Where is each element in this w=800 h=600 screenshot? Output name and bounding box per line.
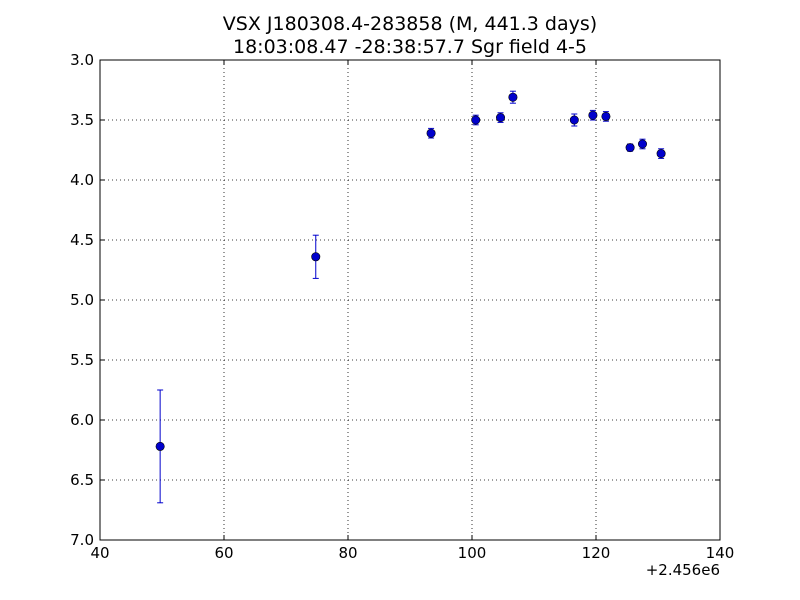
data-point xyxy=(625,143,635,153)
x-tick-label: 120 xyxy=(582,544,611,562)
data-marks xyxy=(155,90,666,504)
chart-subtitle: 18:03:08.47 -28:38:57.7 Sgr field 4-5 xyxy=(233,36,587,58)
plot-frame xyxy=(99,59,721,541)
grid xyxy=(100,60,720,540)
x-tick-label: 80 xyxy=(338,544,357,562)
data-point xyxy=(508,92,518,102)
y-tick-label: 6.5 xyxy=(70,471,94,489)
data-point xyxy=(426,128,436,138)
data-point xyxy=(637,139,647,149)
y-tick-label: 4.5 xyxy=(70,231,94,249)
y-tick-label: 5.0 xyxy=(70,291,94,309)
y-tick-label: 3.0 xyxy=(70,51,94,69)
data-point xyxy=(311,252,321,262)
data-point xyxy=(471,115,481,125)
x-tick-label: 140 xyxy=(706,544,735,562)
x-tick-label: 60 xyxy=(214,544,233,562)
data-point xyxy=(496,113,506,123)
x-tick-label: 40 xyxy=(90,544,109,562)
y-tick-label: 6.0 xyxy=(70,411,94,429)
ticks: 40 60 80 100 120 140 3.0 3.5 4.0 4.5 5.0 5.5 6.0 6.5 7… xyxy=(70,51,734,562)
chart-title: VSX J180308.4-283858 (M, 441.3 days) xyxy=(223,13,597,35)
y-tick-label: 7.0 xyxy=(70,531,94,549)
y-tick-label: 4.0 xyxy=(70,171,94,189)
data-point xyxy=(569,115,579,125)
data-point xyxy=(601,111,611,121)
data-point xyxy=(155,441,165,451)
y-tick-label: 5.5 xyxy=(70,351,94,369)
x-tick-label: 100 xyxy=(458,544,487,562)
x-offset-label: +2.456e6 xyxy=(646,561,720,579)
data-point xyxy=(588,110,598,120)
data-point xyxy=(656,149,666,159)
y-tick-label: 3.5 xyxy=(70,111,94,129)
